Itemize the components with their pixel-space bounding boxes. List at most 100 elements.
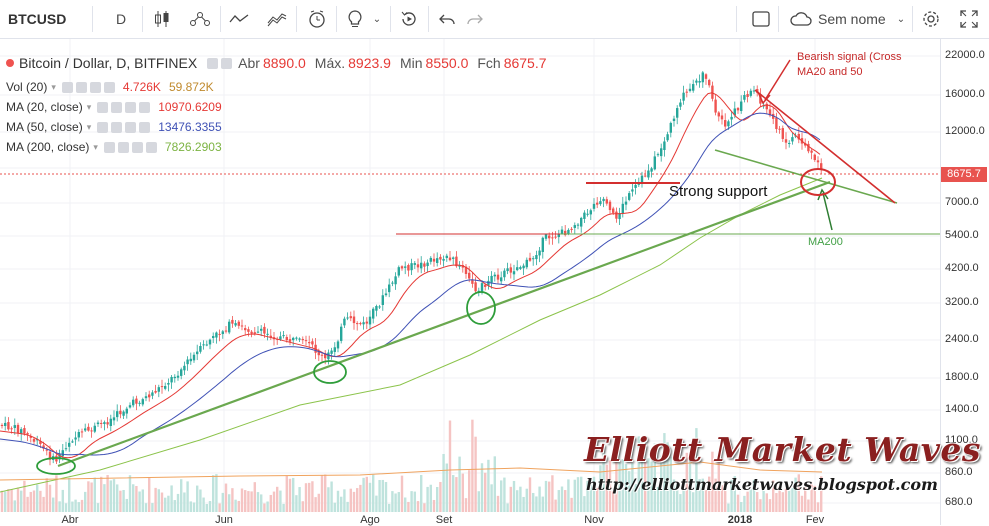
volume-bar bbox=[170, 485, 173, 512]
volume-bar bbox=[816, 502, 820, 512]
chevron-down-icon[interactable]: ⌄ bbox=[896, 13, 906, 25]
redo-icon[interactable] bbox=[464, 0, 486, 38]
close-icon[interactable] bbox=[139, 121, 151, 133]
plus-icon[interactable] bbox=[131, 141, 143, 153]
expand-icon[interactable] bbox=[956, 0, 982, 38]
chevron-down-icon[interactable]: ⌄ bbox=[372, 13, 382, 25]
chevron-down-icon[interactable]: ▾ bbox=[93, 141, 98, 152]
replay-icon[interactable] bbox=[396, 0, 422, 38]
line-chart-icon[interactable] bbox=[226, 0, 252, 38]
volume-bar bbox=[336, 490, 340, 512]
candle-body bbox=[234, 323, 237, 326]
eye-icon[interactable] bbox=[97, 121, 109, 133]
close-icon[interactable] bbox=[103, 81, 115, 93]
candle-body bbox=[596, 202, 599, 205]
volume-bar bbox=[778, 486, 781, 512]
chevron-down-icon[interactable]: ▾ bbox=[86, 101, 92, 112]
volume-bar bbox=[765, 493, 768, 512]
eye-icon[interactable] bbox=[97, 101, 109, 113]
candle-body bbox=[765, 103, 768, 110]
interval-button[interactable]: D bbox=[115, 11, 127, 27]
settings-icon[interactable] bbox=[117, 141, 129, 153]
volume-bar bbox=[519, 486, 522, 512]
legend-ma200[interactable]: MA (200, close) ▾ 7826.2903 bbox=[6, 140, 222, 154]
volume-bar bbox=[621, 459, 624, 512]
undo-icon[interactable] bbox=[436, 0, 458, 38]
volume-bar bbox=[80, 499, 84, 512]
fullscreen-box-icon[interactable] bbox=[750, 0, 772, 38]
candle-body bbox=[653, 156, 656, 170]
volume-bar bbox=[413, 491, 416, 512]
ideas-bulb-icon[interactable] bbox=[342, 0, 368, 38]
eye-icon[interactable] bbox=[61, 81, 73, 93]
volume-bar bbox=[39, 490, 42, 512]
gear-icon[interactable] bbox=[918, 0, 944, 38]
candle-body bbox=[420, 262, 423, 269]
chevron-down-icon[interactable]: ▾ bbox=[51, 81, 56, 92]
volume-bar bbox=[388, 503, 391, 512]
candle-body bbox=[714, 99, 717, 113]
legend-settings-icon[interactable] bbox=[221, 57, 233, 69]
candle-body bbox=[448, 257, 452, 261]
candle-body bbox=[663, 141, 666, 151]
candle-body bbox=[260, 328, 263, 331]
plus-icon[interactable] bbox=[125, 121, 137, 133]
alert-clock-icon[interactable] bbox=[304, 0, 330, 38]
candle-body bbox=[311, 341, 314, 345]
candles-icon[interactable] bbox=[150, 0, 174, 38]
candle-body bbox=[509, 267, 512, 273]
compare-icon[interactable] bbox=[264, 0, 290, 38]
settings-icon[interactable] bbox=[111, 121, 123, 133]
time-tick-label: Jun bbox=[215, 514, 233, 526]
volume-bar bbox=[797, 474, 800, 512]
legend-ma50[interactable]: MA (50, close) ▾ 13476.3355 bbox=[6, 120, 222, 134]
volume-bar bbox=[480, 463, 484, 512]
indicators-icon[interactable] bbox=[186, 0, 214, 38]
legend-volume[interactable]: Vol (20) ▾ 4.726K 59.872K bbox=[6, 80, 214, 94]
series-legend[interactable]: Bitcoin / Dollar, D, BITFINEX Abr 8890.0… bbox=[6, 55, 547, 71]
volume-bar bbox=[736, 494, 740, 512]
candle-body bbox=[724, 120, 727, 127]
volume-bar bbox=[624, 464, 628, 512]
candle-body bbox=[660, 148, 663, 157]
volume-bar bbox=[660, 455, 663, 512]
volume-bar bbox=[13, 500, 16, 512]
chevron-down-icon[interactable]: ▾ bbox=[86, 121, 92, 132]
candle-body bbox=[516, 267, 519, 271]
cloud-icon[interactable] bbox=[786, 0, 816, 38]
candle-body bbox=[458, 265, 461, 267]
settings-icon[interactable] bbox=[111, 101, 123, 113]
candle-body bbox=[10, 428, 13, 430]
candle-body bbox=[813, 154, 816, 161]
plus-icon[interactable] bbox=[89, 81, 101, 93]
price-chart-canvas[interactable] bbox=[0, 39, 940, 525]
settings-icon[interactable] bbox=[75, 81, 87, 93]
ma200-label: MA (200, close) bbox=[6, 140, 90, 154]
close-icon[interactable] bbox=[139, 101, 151, 113]
candle-body bbox=[336, 341, 340, 349]
volume-bar bbox=[311, 481, 314, 512]
layout-name[interactable]: Sem nome bbox=[818, 11, 886, 27]
candle-body bbox=[292, 337, 295, 341]
volume-bar bbox=[484, 472, 487, 512]
candle-body bbox=[237, 321, 240, 326]
close-icon[interactable] bbox=[145, 141, 157, 153]
candle-body bbox=[423, 263, 426, 267]
candle-body bbox=[13, 425, 16, 428]
symbol-search[interactable]: BTCUSD bbox=[8, 11, 67, 27]
price-tick-label: 16000.0 bbox=[945, 88, 985, 100]
volume-bar bbox=[615, 451, 618, 512]
price-tick-label: 1400.0 bbox=[945, 403, 979, 415]
volume-bar bbox=[740, 502, 743, 512]
vol-label: Vol (20) bbox=[6, 80, 48, 94]
price-axis[interactable]: 22000.0 16000.0 12000.0 7000.0 5400.0 4200.0 3… bbox=[940, 39, 989, 525]
legend-ma20[interactable]: MA (20, close) ▾ 10970.6209 bbox=[6, 100, 222, 114]
candle-body bbox=[455, 256, 458, 267]
candle-body bbox=[695, 80, 698, 83]
eye-icon[interactable] bbox=[103, 141, 115, 153]
plus-icon[interactable] bbox=[125, 101, 137, 113]
volume-bar bbox=[128, 475, 132, 512]
candle-body bbox=[599, 201, 602, 205]
legend-eye-icon[interactable] bbox=[207, 57, 219, 69]
volume-bar bbox=[477, 491, 480, 512]
